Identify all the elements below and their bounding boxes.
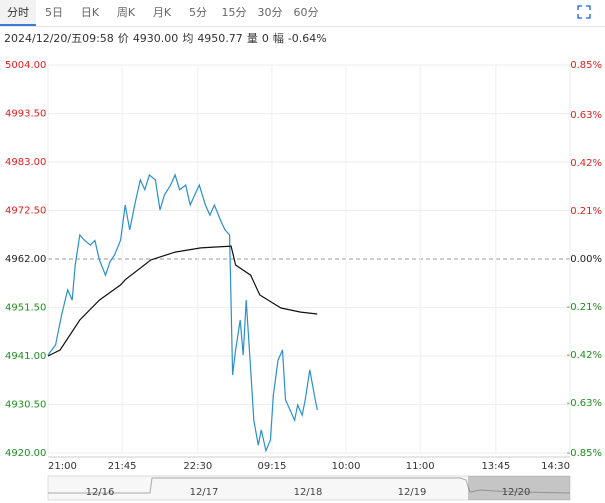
info-label: 幅	[272, 32, 284, 45]
tab[interactable]: 15分	[221, 6, 247, 19]
y2-tick-label: -0.21%	[567, 302, 602, 313]
y-tick-label: 5004.00	[5, 60, 46, 71]
tab[interactable]: 分时	[0, 0, 36, 26]
y2-tick-label: -0.63%	[567, 398, 602, 409]
y-tick-label: 4951.50	[5, 303, 46, 314]
tab[interactable]: 月K	[152, 6, 172, 19]
info-price: 4930.00	[132, 32, 179, 45]
y2-tick-label: -0.42%	[567, 350, 602, 361]
info-label: 价	[117, 32, 129, 45]
tab[interactable]: 60分	[293, 6, 319, 19]
info-vol: 0	[261, 32, 269, 45]
tab[interactable]: 周K	[116, 6, 136, 19]
y-tick-label: 4983.00	[5, 157, 46, 168]
x-tick-label: 11:00	[406, 461, 435, 472]
y-tick-label: 4941.00	[5, 351, 46, 362]
y2-tick-label: 0.42%	[570, 158, 602, 169]
info-time: 2024/12/20/五09:58	[4, 32, 114, 45]
x-tick-label: 21:00	[48, 461, 77, 472]
info-chg: -0.64%	[287, 32, 327, 45]
y2-tick-label: 0.63%	[570, 110, 602, 121]
navigator-window[interactable]	[468, 476, 570, 500]
navigator-label: 12/18	[294, 487, 323, 498]
y2-tick-label: -0.85%	[567, 448, 602, 459]
y2-tick-label: 0.85%	[570, 60, 602, 71]
info-label: 量	[246, 32, 258, 45]
info-avg: 4950.77	[197, 32, 243, 45]
x-tick-label: 14:30	[541, 461, 570, 472]
info-line: 2024/12/20/五09:58 价 4930.00 均 4950.77 量 0 幅 -0.6…	[4, 30, 331, 46]
x-tick-label: 13:45	[481, 461, 510, 472]
navigator-label: 12/16	[86, 487, 115, 498]
navigator-label: 12/19	[398, 487, 427, 498]
info-label: 均	[182, 32, 194, 45]
y-tick-label: 4920.00	[5, 448, 46, 459]
navigator-label: 12/17	[190, 487, 219, 498]
y-tick-label: 4930.50	[5, 400, 46, 411]
navigator-label: 12/20	[502, 487, 531, 498]
x-tick-label: 09:15	[258, 461, 287, 472]
price-line	[47, 173, 318, 453]
y2-tick-label: 0.21%	[570, 206, 602, 217]
tab[interactable]: 5日	[45, 6, 63, 19]
price-line	[47, 245, 318, 357]
tab-bar: 分时 5日 日K 周K 月K 5分 15分 30分 60分	[0, 0, 605, 27]
navigator-line	[48, 477, 571, 494]
x-tick-label: 22:30	[183, 461, 212, 472]
tab[interactable]: 5分	[189, 6, 207, 19]
expand-icon[interactable]	[577, 5, 591, 19]
tab[interactable]: 日K	[80, 6, 100, 19]
y-tick-label: 4972.50	[5, 206, 46, 217]
y-tick-label: 4993.50	[5, 109, 46, 120]
navigator-track	[47, 475, 571, 501]
tab[interactable]: 30分	[257, 6, 283, 19]
y2-tick-label: 0.00%	[570, 254, 602, 265]
x-tick-label: 21:45	[108, 461, 137, 472]
x-tick-label: 10:00	[332, 461, 361, 472]
y-tick-label: 4962.00	[5, 254, 46, 265]
